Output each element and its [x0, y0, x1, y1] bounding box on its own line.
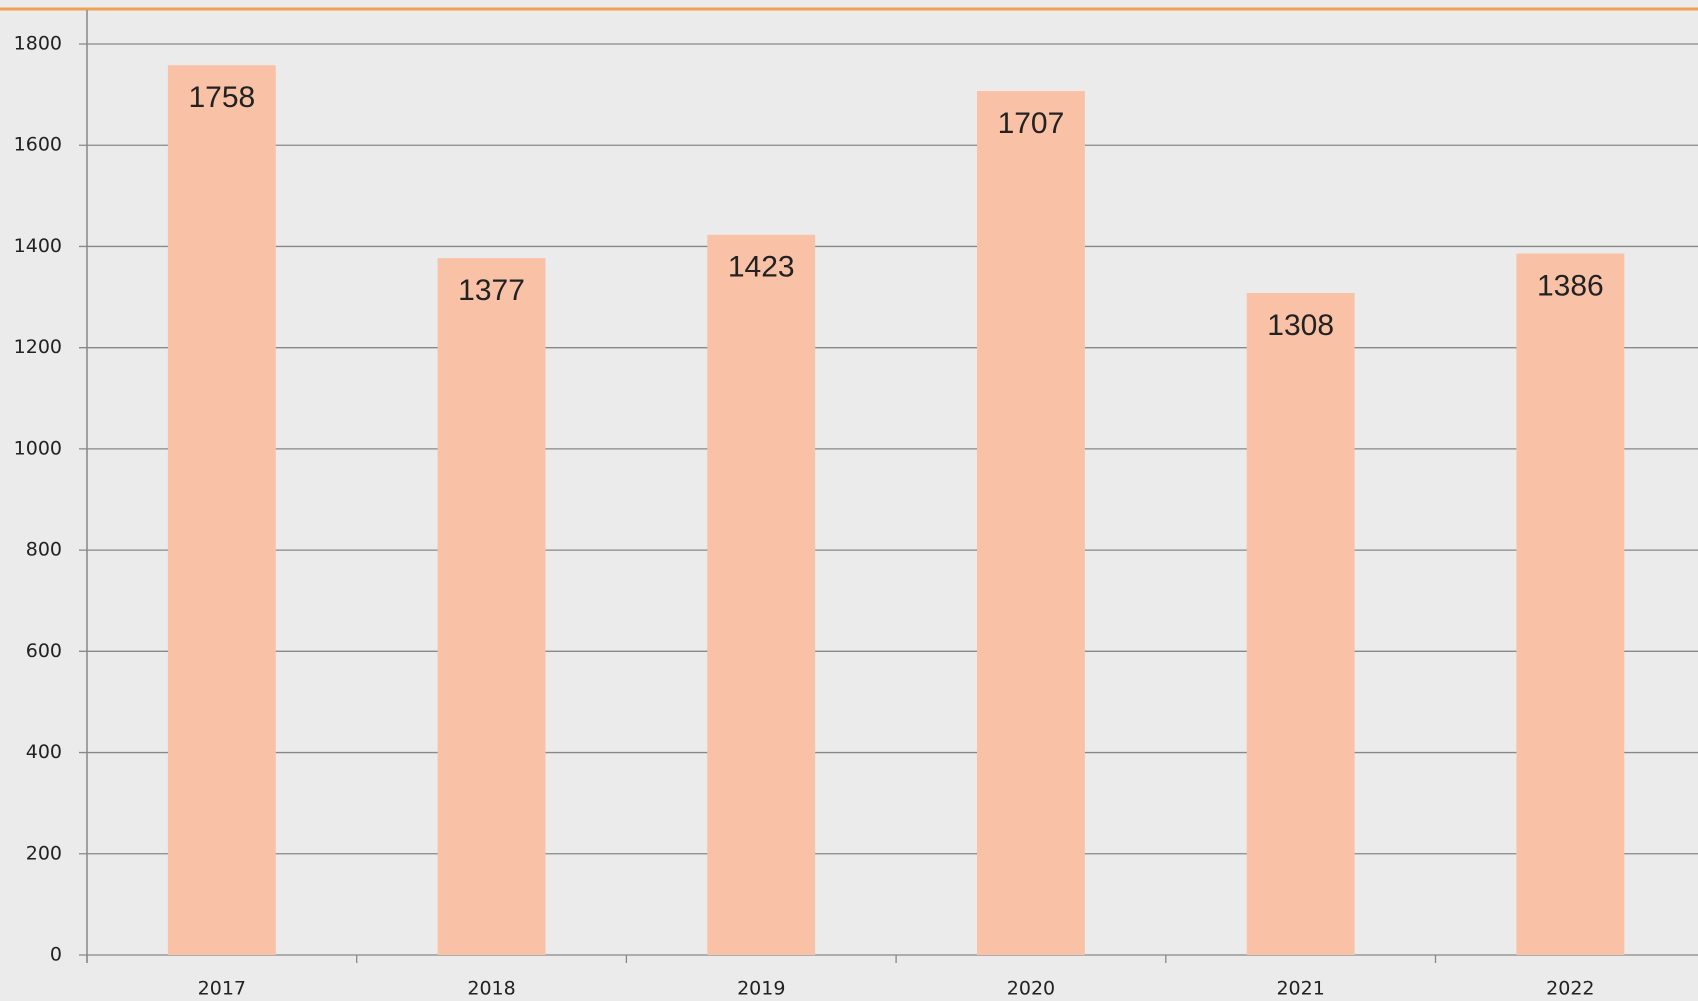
x-tick-label: 2017 [198, 978, 246, 1000]
y-tick-label: 600 [26, 640, 62, 662]
x-tick-label: 2019 [737, 978, 785, 1000]
value-label: 1707 [998, 107, 1065, 140]
value-label: 1423 [728, 251, 795, 284]
y-tick-label: 1800 [14, 33, 62, 55]
bar [437, 258, 546, 956]
value-label: 1308 [1267, 309, 1334, 342]
value-label: 1758 [188, 81, 255, 114]
x-tick-label: 2020 [1007, 978, 1055, 1000]
x-tick-label: 2021 [1276, 978, 1324, 1000]
bar [977, 91, 1085, 955]
bar [1516, 253, 1625, 955]
y-tick-label: 1400 [14, 235, 62, 257]
bar [707, 234, 816, 955]
y-tick-label: 1000 [14, 437, 62, 459]
y-tick-label: 400 [26, 741, 62, 763]
bar [167, 65, 276, 956]
y-tick-label: 800 [26, 539, 62, 561]
value-label: 1377 [458, 274, 525, 307]
y-tick-label: 200 [26, 842, 62, 864]
x-tick-label: 2018 [467, 978, 515, 1000]
y-tick-label: 1200 [14, 336, 62, 358]
bar [1246, 293, 1355, 955]
x-tick-label: 2022 [1546, 978, 1594, 1000]
y-tick-label: 0 [50, 944, 62, 966]
y-tick-label: 1600 [14, 134, 62, 156]
value-label: 1386 [1537, 269, 1604, 302]
